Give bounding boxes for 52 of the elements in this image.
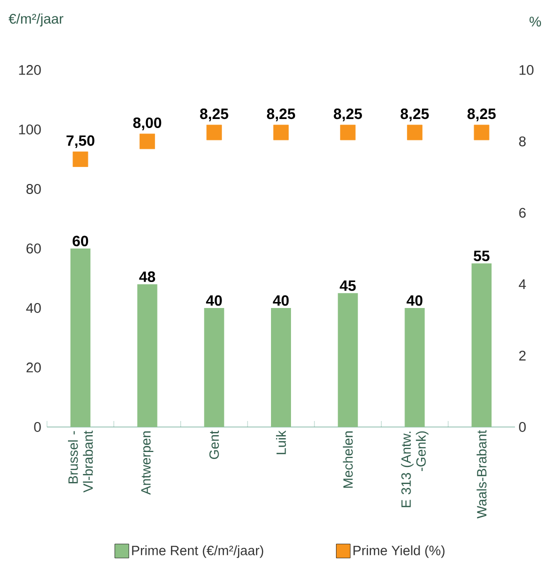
legend-label: Prime Yield (%) [354,545,444,558]
x-tick-label: Mechelen [342,431,353,488]
x-tick-label: E 313 (Antw. -Genk) [400,431,428,508]
bar [204,308,224,427]
data-label: 40 [272,295,289,306]
x-tick-label: Luik [276,430,286,454]
point [340,124,356,140]
point [140,134,155,150]
x-tick-label: Waals-Brabant [476,430,486,518]
data-label: 55 [474,250,490,262]
y-axis-title: €/m²/jaar [8,13,64,26]
y-tick-label: 40 [26,303,41,313]
y-tick-label: 60 [26,244,41,254]
data-label: 8,25 [200,108,228,122]
bar [338,293,358,427]
y-tick-label: 20 [26,362,41,372]
x-tick-label: Gent [209,430,219,460]
point [407,124,422,140]
bar [271,308,291,427]
data-label: 40 [206,295,222,306]
y2-tick-label: 4 [518,279,526,289]
point [206,124,222,140]
data-label: 8,25 [266,108,296,122]
bar [70,248,90,427]
data-label: 40 [406,295,422,306]
bar [472,263,492,427]
y2-tick-label: 8 [519,136,526,146]
bar [137,284,158,427]
y-tick-label: 80 [26,184,41,194]
point [72,152,88,167]
x-tick-label: Antwerpen [141,431,154,495]
x-tick-label: Brussel - Vl-brabant [68,430,93,493]
legend-label: Prime Rent (€/m²/jaar) [132,545,264,558]
y2-axis-title: % [530,16,541,26]
point [474,124,490,140]
data-label: 8,25 [400,108,429,122]
y2-tick-label: 10 [520,65,534,75]
y-tick-label: 120 [19,65,41,75]
data-label: 8,25 [334,108,362,122]
data-label: 45 [340,280,356,291]
bar [404,308,425,427]
point [273,124,289,140]
y-tick-label: 100 [19,124,41,134]
data-label: 8,00 [133,117,162,130]
y2-tick-label: 6 [519,208,526,218]
data-label: 48 [139,271,156,282]
y-tick-label: 0 [34,422,41,432]
y2-tick-label: 0 [519,422,526,432]
data-label: 7,50 [66,135,94,148]
data-label: 8,25 [467,108,496,122]
y2-tick-label: 2 [519,350,526,360]
data-label: 60 [72,236,88,246]
